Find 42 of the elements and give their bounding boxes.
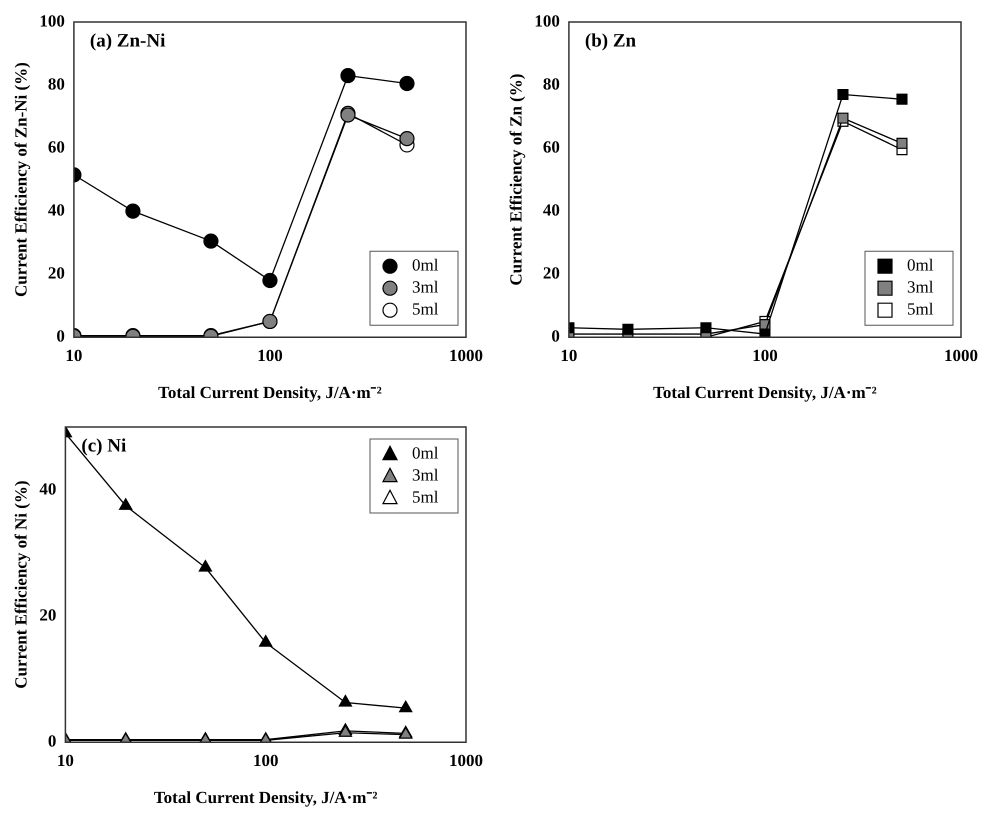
x-tick-label: 100 bbox=[257, 346, 283, 365]
legend-label: 5ml bbox=[412, 300, 439, 319]
y-tick-label: 80 bbox=[48, 74, 65, 94]
chart-title: (c) Ni bbox=[81, 435, 126, 456]
y-tick-label: 0 bbox=[551, 326, 560, 346]
legend-label: 0ml bbox=[907, 256, 934, 275]
y-axis-title: Current Efficiency of Ni (%) bbox=[12, 480, 31, 689]
x-tick-label: 10 bbox=[56, 750, 74, 770]
y-tick-label: 60 bbox=[542, 137, 560, 156]
x-tick-label: 1000 bbox=[449, 750, 483, 770]
legend-label: 0ml bbox=[412, 256, 439, 275]
x-tick-label: 1000 bbox=[944, 346, 978, 365]
y-tick-label: 20 bbox=[39, 606, 56, 625]
y-tick-label: 100 bbox=[39, 11, 65, 30]
x-axis-title: Total Current Density, J/A·m⁻² bbox=[653, 383, 877, 402]
x-tick-label: 100 bbox=[752, 346, 778, 365]
x-tick-label: 10 bbox=[65, 346, 82, 365]
y-tick-label: 20 bbox=[542, 264, 560, 283]
x-axis-title: Total Current Density, J/A·m⁻² bbox=[158, 383, 382, 402]
x-axis-title: Total Current Density, J/A·m⁻² bbox=[154, 788, 378, 808]
y-tick-label: 60 bbox=[48, 137, 65, 156]
y-tick-label: 40 bbox=[48, 200, 65, 220]
x-tick-label: 1000 bbox=[449, 346, 483, 365]
legend-label: 0ml bbox=[412, 443, 439, 462]
y-tick-label: 0 bbox=[56, 326, 65, 346]
x-tick-label: 10 bbox=[560, 346, 578, 365]
x-tick-label: 100 bbox=[252, 750, 278, 770]
chart-title: (a) Zn-Ni bbox=[90, 30, 166, 52]
legend-label: 5ml bbox=[907, 300, 934, 319]
y-tick-label: 40 bbox=[39, 479, 56, 498]
legend-label: 3ml bbox=[412, 278, 439, 297]
y-tick-label: 80 bbox=[542, 74, 560, 94]
y-tick-label: 20 bbox=[48, 264, 65, 283]
legend-label: 3ml bbox=[412, 465, 439, 484]
y-tick-label: 100 bbox=[534, 11, 560, 30]
legend-label: 5ml bbox=[412, 487, 439, 506]
y-tick-label: 0 bbox=[48, 732, 56, 751]
y-axis-title: Current Efficiency of Zn (%) bbox=[506, 74, 526, 286]
legend-label: 3ml bbox=[907, 278, 934, 297]
y-tick-label: 40 bbox=[542, 200, 560, 220]
y-axis-title: Current Efficiency of Zn-Ni (%) bbox=[12, 62, 31, 298]
chart-title: (b) Zn bbox=[584, 30, 637, 52]
